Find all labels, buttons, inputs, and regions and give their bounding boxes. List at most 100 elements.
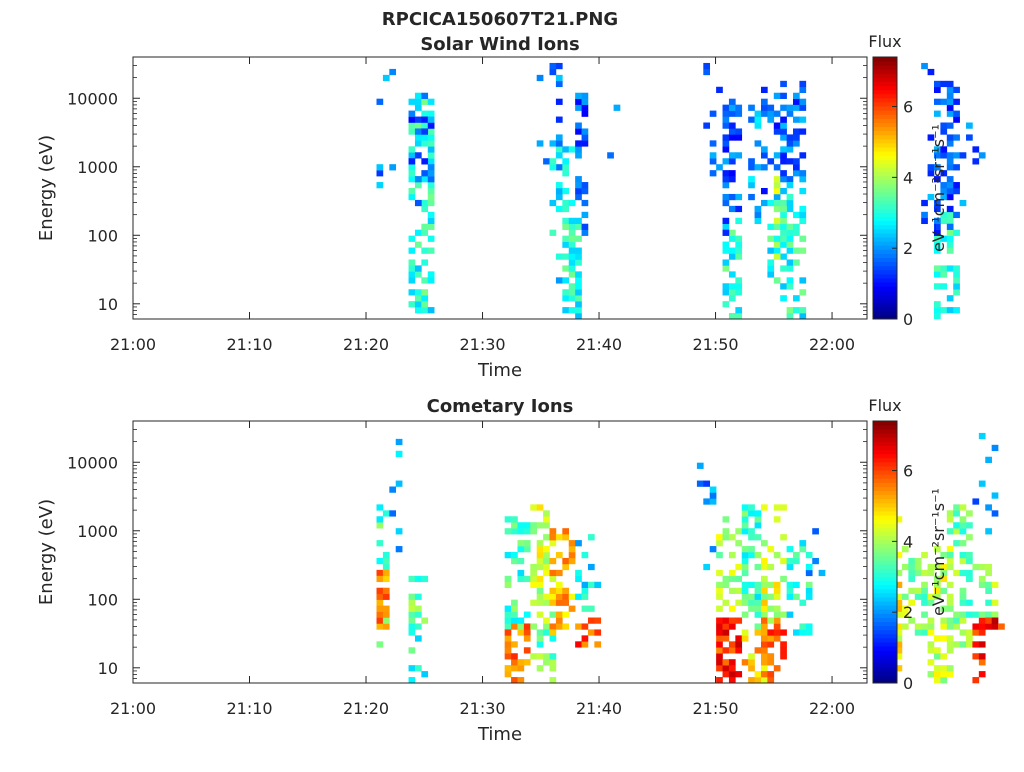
colorbar-tick-label: 0 — [903, 674, 913, 693]
spectrogram-cell — [709, 486, 717, 493]
spectrogram-cell — [786, 134, 794, 141]
spectrogram-cell — [511, 557, 518, 565]
spectrogram-cell — [754, 140, 762, 147]
spectrogram-cell — [722, 170, 730, 177]
spectrogram-cell — [517, 617, 525, 624]
spectrogram-cell — [773, 247, 781, 254]
spectrogram-cell — [946, 510, 954, 517]
spectrogram-cell — [722, 629, 730, 636]
spectrogram-cell — [966, 134, 973, 141]
spectrogram-cell — [504, 635, 512, 642]
spectrogram-cell — [549, 557, 557, 565]
spectrogram-cell — [946, 104, 954, 111]
spectrogram-cell — [555, 205, 563, 213]
spectrogram-cell — [805, 629, 813, 636]
spectrogram-cell — [767, 104, 775, 111]
spectrogram-cell — [940, 182, 948, 189]
spectrogram-cell — [414, 295, 422, 302]
spectrogram-cell — [953, 182, 960, 189]
spectrogram-cell — [773, 110, 781, 117]
panel-title: Cometary Ions — [427, 396, 574, 417]
spectrogram-cell — [760, 647, 768, 654]
spectrogram-cell — [376, 617, 384, 624]
spectrogram-cell — [959, 540, 967, 547]
spectrogram-cell — [568, 265, 576, 272]
spectrogram-cell — [728, 587, 736, 594]
spectrogram-cell — [530, 653, 537, 660]
spectrogram-cell — [985, 569, 992, 577]
spectrogram-cell — [575, 176, 582, 183]
spectrogram-cell — [754, 623, 762, 630]
spectrogram-cell — [549, 629, 557, 636]
spectrogram-cell — [408, 193, 416, 201]
spectrogram-cell — [946, 546, 954, 553]
spectrogram-cell — [414, 128, 422, 135]
spectrogram-cell — [933, 581, 941, 589]
spectrogram-cell — [786, 277, 794, 284]
spectrogram-cell — [562, 205, 570, 213]
spectrogram-cell — [927, 164, 935, 171]
spectrogram-cell — [421, 98, 429, 105]
spectrogram-cell — [760, 575, 768, 583]
spectrogram-cell — [421, 92, 429, 99]
spectrogram-cell — [793, 581, 800, 589]
spectrogram-cell — [722, 671, 730, 678]
spectrogram-cell — [536, 581, 544, 589]
spectrogram-cell — [946, 235, 954, 242]
spectrogram-cell — [985, 581, 992, 589]
spectrogram-cell — [575, 182, 582, 189]
colorbar-step — [873, 605, 897, 610]
colorbar-step — [873, 490, 897, 496]
spectrogram-cell — [773, 253, 781, 260]
spectrogram-cell — [780, 557, 787, 565]
spectrogram-cell — [786, 313, 794, 320]
spectrogram-cell — [408, 599, 416, 606]
spectrogram-cell — [799, 247, 807, 254]
spectrogram-cell — [754, 211, 762, 219]
spectrogram-cell — [946, 80, 954, 88]
spectrogram-cell — [921, 569, 928, 577]
spectrogram-cell — [587, 563, 595, 571]
spectrogram-cell — [741, 516, 749, 523]
spectrogram-cell — [562, 623, 570, 630]
spectrogram-cell — [568, 283, 576, 290]
spectrogram-cell — [722, 110, 730, 117]
spectrogram-cell — [427, 122, 435, 129]
colorbar-step — [873, 482, 897, 487]
spectrogram-cell — [382, 569, 390, 577]
spectrogram-cell — [978, 575, 986, 583]
spectrogram-cell — [933, 587, 941, 594]
colorbar-step — [873, 584, 897, 590]
spectrogram-cell — [722, 283, 730, 290]
y-axis-label: Energy (eV) — [36, 499, 57, 605]
colorbar-step — [873, 122, 897, 127]
spectrogram-cell — [382, 510, 390, 517]
colorbar-step — [873, 151, 897, 156]
spectrogram-cell — [376, 98, 384, 105]
spectrogram-cell — [760, 540, 768, 547]
spectrogram-cell — [780, 223, 787, 230]
spectrogram-cell — [921, 217, 928, 225]
spectrogram-cell — [895, 552, 903, 559]
spectrogram-cell — [767, 158, 775, 165]
spectrogram-cell — [562, 295, 570, 302]
spectrogram-cell — [523, 647, 531, 654]
spectrogram-cell — [735, 128, 743, 135]
spectrogram-cell — [722, 193, 730, 201]
spectrogram-cell — [767, 653, 775, 660]
spectrogram-cell — [376, 540, 384, 547]
spectrogram-cell — [953, 569, 960, 577]
spectrogram-cell — [408, 128, 416, 135]
spectrogram-cell — [786, 557, 794, 565]
spectrogram-cell — [754, 677, 762, 684]
spectrogram-cell — [728, 271, 736, 278]
spectrogram-cell — [760, 104, 768, 111]
spectrogram-cell — [421, 617, 429, 624]
colorbar-step — [873, 588, 897, 594]
x-tick-label: 21:10 — [226, 335, 272, 354]
colorbar-step — [873, 568, 897, 573]
spectrogram-cell — [780, 295, 787, 302]
y-axis-label: Energy (eV) — [36, 135, 57, 241]
colorbar-step — [873, 437, 897, 442]
spectrogram-cell — [568, 253, 576, 260]
